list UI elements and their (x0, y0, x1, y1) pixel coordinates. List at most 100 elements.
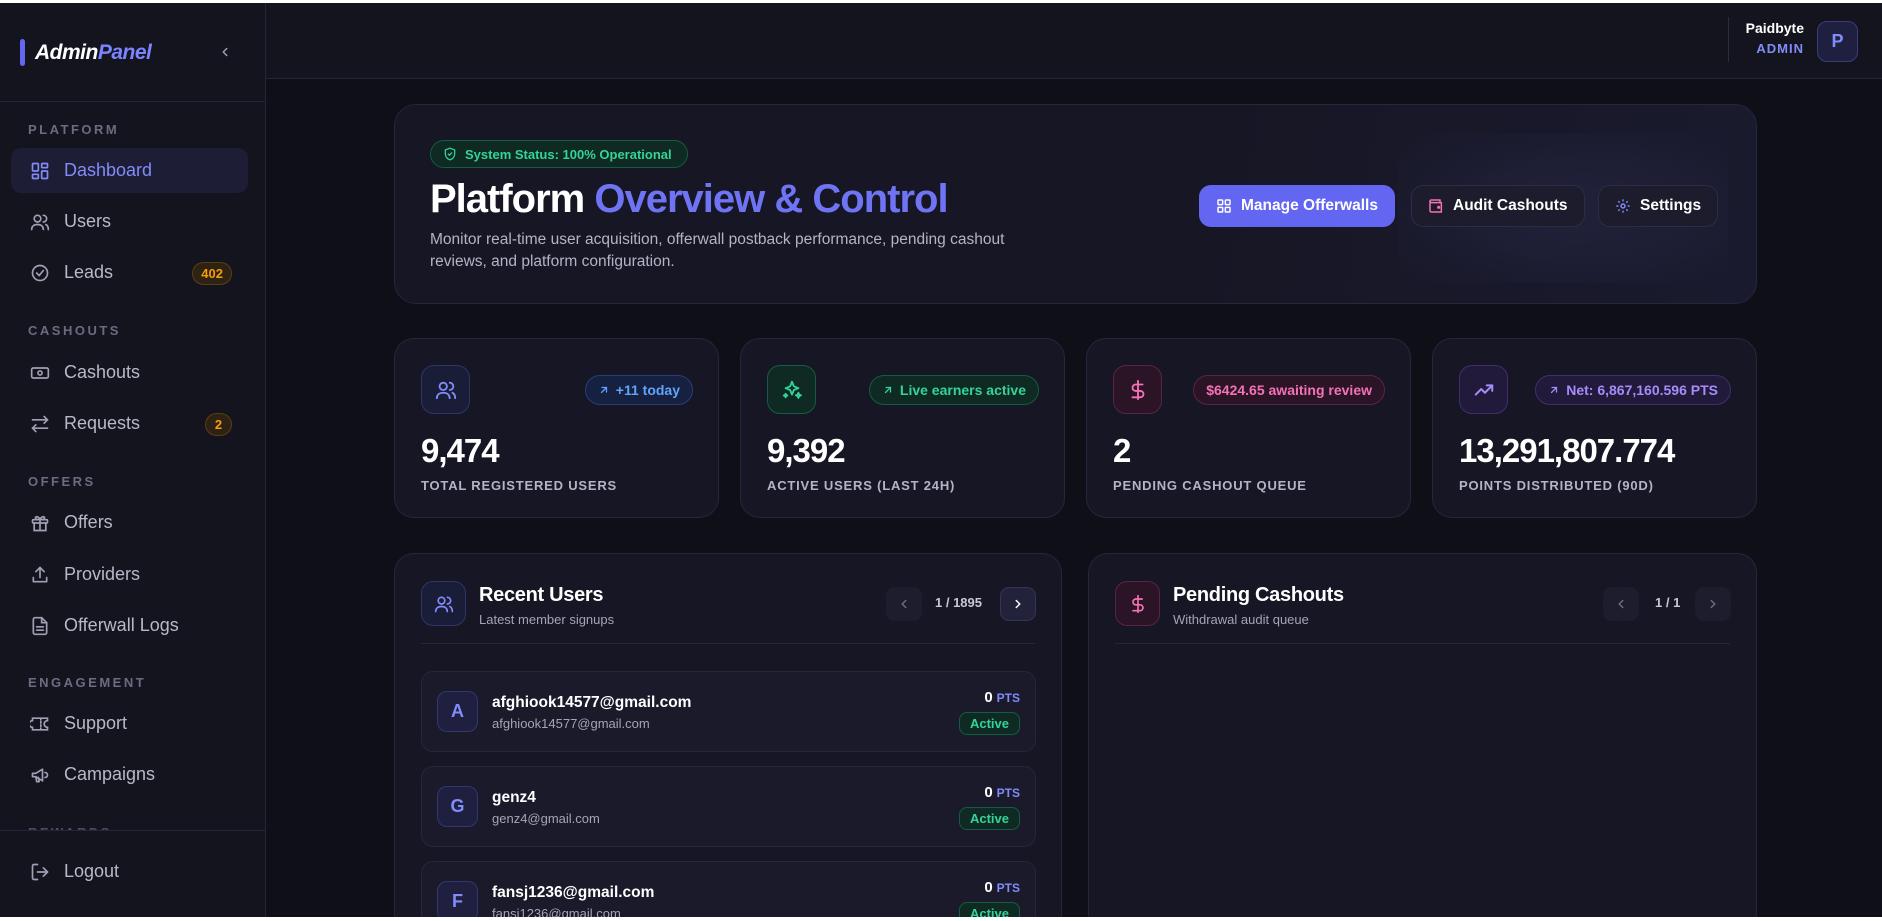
user-email: genz4@gmail.com (492, 811, 600, 826)
sidebar-footer: Logout (0, 830, 265, 917)
pending-cashouts-panel: Pending Cashouts Withdrawal audit queue … (1088, 553, 1757, 917)
sidebar-item-label: Users (64, 211, 112, 231)
panel-subtitle: Latest member signups (479, 612, 615, 627)
stat-value: 13,291,807.774 (1459, 432, 1675, 469)
stat-trend-badge: +11 today (584, 375, 693, 405)
trending-up-icon (1459, 365, 1508, 414)
user-avatar: A (437, 691, 478, 732)
chevron-right-icon (1710, 599, 1716, 609)
panel-title: Recent Users (479, 584, 604, 606)
sidebar-item-offers[interactable]: Offers (11, 500, 248, 545)
points-unit: PTS (996, 691, 1020, 705)
arrow-up-right-icon (600, 386, 607, 394)
shield-check-icon (444, 147, 456, 161)
requests-count-badge: 2 (205, 413, 232, 436)
prev-page-button[interactable] (1603, 587, 1639, 621)
chevron-left-icon (222, 47, 228, 57)
sidebar-item-users[interactable]: Users (11, 199, 248, 244)
app-logo[interactable]: AdminPanel (35, 41, 152, 65)
chevron-right-icon (1015, 599, 1021, 609)
section-platform: PLATFORM (28, 122, 120, 137)
sidebar-item-cashouts[interactable]: Cashouts (11, 350, 248, 395)
logo-main-text: Admin (35, 41, 98, 64)
avatar[interactable]: P (1817, 21, 1858, 62)
wallet-icon (1429, 199, 1443, 213)
section-offers: OFFERS (28, 474, 96, 489)
stat-value: 9,392 (767, 432, 846, 469)
sidebar-item-label: Dashboard (64, 160, 153, 180)
sidebar-item-label: Offers (64, 512, 113, 532)
next-page-button[interactable] (1000, 587, 1036, 621)
gear-icon (1616, 199, 1630, 213)
recent-users-panel: Recent Users Latest member signups 1 / 1… (394, 553, 1062, 917)
sidebar-item-dashboard[interactable]: Dashboard (11, 148, 248, 193)
user-name: afghiook14577@gmail.com (492, 694, 692, 711)
leads-count-badge: 402 (192, 262, 232, 285)
stat-value: 2 (1113, 432, 1131, 469)
section-cashouts: CASHOUTS (28, 323, 121, 338)
sidebar-item-label: Campaigns (64, 764, 156, 784)
check-circle-icon (29, 262, 51, 284)
logo-bar (20, 39, 25, 66)
sidebar-item-providers[interactable]: Providers (11, 552, 248, 597)
page-indicator: 1 / 1 (1655, 595, 1681, 610)
upload-icon (29, 564, 51, 586)
panel-title: Pending Cashouts (1173, 584, 1344, 606)
stat-card-pending-cashouts: $6424.65 awaiting review 2 PENDING CASHO… (1086, 338, 1411, 518)
prev-page-button[interactable] (886, 587, 922, 621)
user-email: afghiook14577@gmail.com (492, 716, 650, 731)
users-icon (421, 365, 470, 414)
next-page-button[interactable] (1695, 587, 1731, 621)
user-avatar: F (437, 881, 478, 917)
sidebar-item-label: Requests (64, 413, 141, 433)
user-row[interactable]: A afghiook14577@gmail.com afghiook14577@… (421, 671, 1036, 752)
user-email: fansj1236@gmail.com (492, 906, 621, 917)
stat-trend-badge: Live earners active (868, 375, 1039, 405)
section-engagement: ENGAGEMENT (28, 675, 147, 690)
dashboard-icon (29, 160, 51, 182)
banknote-icon (29, 362, 51, 384)
page-indicator: 1 / 1895 (935, 595, 982, 610)
arrows-swap-icon (29, 413, 51, 435)
page-title: Platform Overview & Control (430, 177, 949, 222)
megaphone-icon (29, 764, 51, 786)
status-badge: Active (958, 712, 1020, 735)
stat-label: TOTAL REGISTERED USERS (421, 478, 618, 493)
stat-card-active-users: Live earners active 9,392 ACTIVE USERS (… (740, 338, 1065, 518)
stat-trend-text: $6424.65 awaiting review (1206, 382, 1372, 398)
sidebar-item-campaigns[interactable]: Campaigns (11, 752, 248, 797)
file-text-icon (29, 615, 51, 637)
sidebar-item-label: Support (64, 713, 128, 733)
manage-offerwalls-label: Manage Offerwalls (1241, 197, 1378, 214)
user-row[interactable]: G genz4 genz4@gmail.com 0 PTS Active (421, 766, 1036, 847)
settings-button[interactable]: Settings (1598, 185, 1719, 227)
user-name: Paidbyte (1745, 20, 1804, 36)
stat-value: 9,474 (421, 432, 500, 469)
dollar-icon (1115, 581, 1160, 626)
arrow-up-right-icon (1551, 386, 1558, 394)
stat-label: ACTIVE USERS (LAST 24H) (767, 478, 956, 493)
user-row[interactable]: F fansj1236@gmail.com fansj1236@gmail.co… (421, 861, 1036, 917)
sidebar-header: AdminPanel (0, 3, 265, 102)
collapse-sidebar-button[interactable] (214, 40, 236, 64)
logout-button[interactable]: Logout (11, 849, 248, 894)
sidebar: AdminPanel PLATFORM Dashboard Users Lead… (0, 3, 266, 917)
stat-trend-text: Net: 6,867,160.596 PTS (1566, 382, 1718, 398)
status-badge: Active (958, 807, 1020, 830)
audit-cashouts-button[interactable]: Audit Cashouts (1411, 185, 1585, 227)
grid-icon (1217, 199, 1231, 213)
chevron-left-icon (901, 599, 907, 609)
settings-label: Settings (1640, 197, 1702, 214)
sidebar-item-leads[interactable]: Leads 402 (11, 250, 248, 295)
sidebar-item-offerwall-logs[interactable]: Offerwall Logs (11, 603, 248, 648)
title-main: Platform (430, 177, 585, 221)
sidebar-item-label: Leads (64, 262, 114, 282)
sidebar-item-label: Offerwall Logs (64, 615, 179, 635)
sidebar-item-support[interactable]: Support (11, 701, 248, 746)
user-points: 0 PTS (984, 879, 1020, 896)
stat-label: POINTS DISTRIBUTED (90D) (1459, 478, 1654, 493)
sidebar-item-requests[interactable]: Requests 2 (11, 401, 248, 446)
user-points: 0 PTS (984, 784, 1020, 801)
title-accent: Overview & Control (594, 177, 948, 221)
manage-offerwalls-button[interactable]: Manage Offerwalls (1199, 185, 1395, 227)
